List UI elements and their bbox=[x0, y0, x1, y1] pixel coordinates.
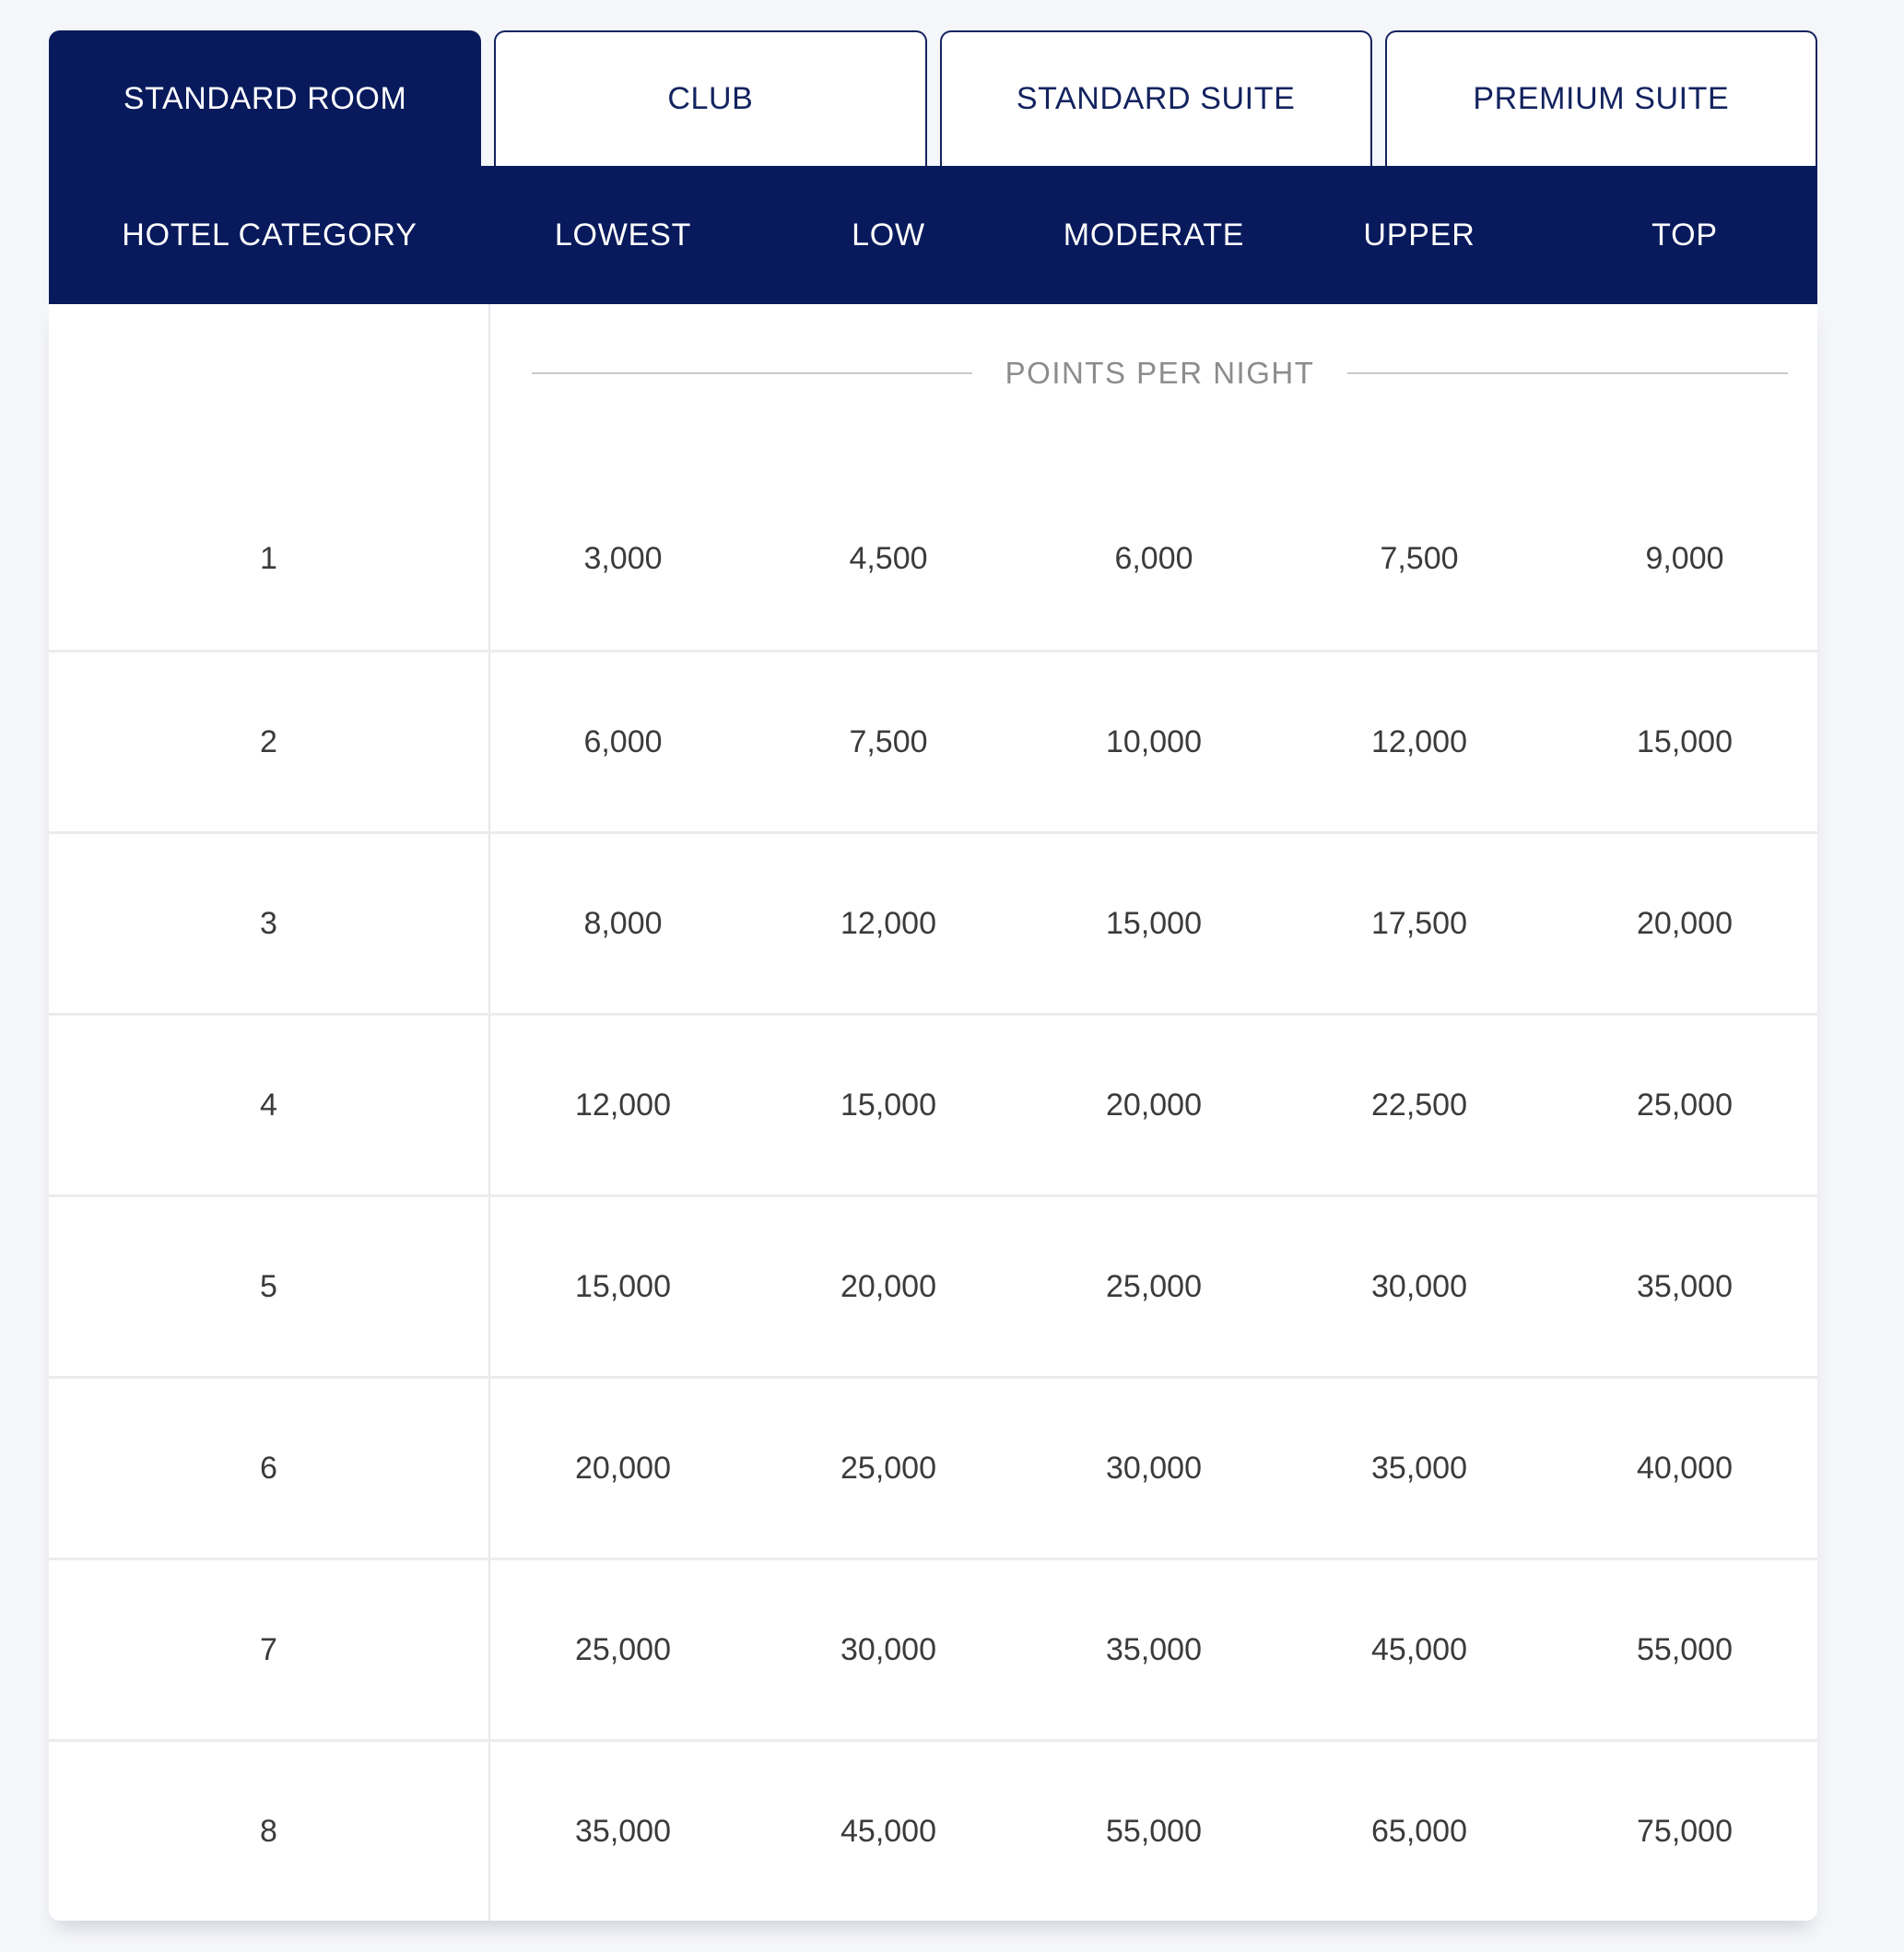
column-header-row: HOTEL CATEGORY LOWEST LOW MODERATE UPPER… bbox=[49, 166, 1817, 304]
table-row: 1 3,000 4,500 6,000 7,500 9,000 bbox=[49, 468, 1817, 650]
category-column-spacer bbox=[49, 304, 490, 468]
points-cell: 35,000 bbox=[1371, 1450, 1467, 1486]
rate-header-low: LOW bbox=[852, 217, 925, 253]
table-row: 7 25,000 30,000 35,000 45,000 55,000 bbox=[49, 1558, 1817, 1739]
category-cell: 8 bbox=[49, 1742, 490, 1921]
divider-line-right bbox=[1347, 372, 1789, 374]
points-cell: 65,000 bbox=[1371, 1813, 1467, 1849]
table-row: 6 20,000 25,000 30,000 35,000 40,000 bbox=[49, 1376, 1817, 1558]
points-per-night-row: POINTS PER NIGHT bbox=[49, 304, 1817, 468]
points-cell: 40,000 bbox=[1637, 1450, 1733, 1486]
category-cell: 2 bbox=[49, 653, 490, 831]
points-cell: 10,000 bbox=[1106, 723, 1202, 759]
points-cell: 30,000 bbox=[1106, 1450, 1202, 1486]
points-per-night-label: POINTS PER NIGHT bbox=[1005, 356, 1315, 390]
table-row: 8 35,000 45,000 55,000 65,000 75,000 bbox=[49, 1739, 1817, 1921]
points-cell: 75,000 bbox=[1637, 1813, 1733, 1849]
points-cell: 30,000 bbox=[1371, 1268, 1467, 1304]
table-row: 3 8,000 12,000 15,000 17,500 20,000 bbox=[49, 831, 1817, 1013]
points-per-night-header: POINTS PER NIGHT bbox=[490, 341, 1817, 406]
points-cell: 9,000 bbox=[1645, 541, 1724, 576]
points-cell: 45,000 bbox=[840, 1813, 936, 1849]
table-row: 2 6,000 7,500 10,000 12,000 15,000 bbox=[49, 650, 1817, 831]
points-cell: 55,000 bbox=[1106, 1813, 1202, 1849]
table-row: 5 15,000 20,000 25,000 30,000 35,000 bbox=[49, 1194, 1817, 1376]
category-cell: 5 bbox=[49, 1197, 490, 1376]
points-cell: 20,000 bbox=[840, 1268, 936, 1304]
points-cell: 12,000 bbox=[575, 1087, 671, 1123]
points-cell: 22,500 bbox=[1371, 1087, 1467, 1123]
points-cell: 12,000 bbox=[840, 905, 936, 941]
tab-standard-suite[interactable]: STANDARD SUITE bbox=[939, 30, 1372, 166]
tab-standard-room[interactable]: STANDARD ROOM bbox=[49, 30, 482, 166]
award-chart-widget: STANDARD ROOM CLUB STANDARD SUITE PREMIU… bbox=[49, 30, 1817, 1921]
points-cell: 20,000 bbox=[1106, 1087, 1202, 1123]
category-cell: 3 bbox=[49, 834, 490, 1013]
hotel-category-header: HOTEL CATEGORY bbox=[122, 217, 417, 253]
rate-header-top: TOP bbox=[1651, 217, 1718, 253]
points-cell: 15,000 bbox=[840, 1087, 936, 1123]
room-type-tabs: STANDARD ROOM CLUB STANDARD SUITE PREMIU… bbox=[49, 30, 1817, 166]
points-cell: 25,000 bbox=[1637, 1087, 1733, 1123]
points-cell: 35,000 bbox=[1106, 1631, 1202, 1667]
points-cell: 30,000 bbox=[840, 1631, 936, 1667]
points-cell: 4,500 bbox=[849, 541, 928, 576]
tab-club[interactable]: CLUB bbox=[494, 30, 927, 166]
points-cell: 7,500 bbox=[1380, 541, 1459, 576]
table-row: 4 12,000 15,000 20,000 22,500 25,000 bbox=[49, 1013, 1817, 1194]
points-table: POINTS PER NIGHT 1 3,000 4,500 6,000 7,5… bbox=[49, 304, 1817, 1921]
points-cell: 7,500 bbox=[849, 723, 928, 759]
points-cell: 3,000 bbox=[583, 541, 663, 576]
points-cell: 35,000 bbox=[1637, 1268, 1733, 1304]
points-cell: 15,000 bbox=[1106, 905, 1202, 941]
rate-header-lowest: LOWEST bbox=[554, 217, 692, 253]
points-cell: 35,000 bbox=[575, 1813, 671, 1849]
points-cell: 20,000 bbox=[575, 1450, 671, 1486]
points-cell: 55,000 bbox=[1637, 1631, 1733, 1667]
points-cell: 8,000 bbox=[583, 905, 663, 941]
points-cell: 15,000 bbox=[1637, 723, 1733, 759]
points-cell: 17,500 bbox=[1371, 905, 1467, 941]
points-cell: 25,000 bbox=[1106, 1268, 1202, 1304]
points-cell: 25,000 bbox=[575, 1631, 671, 1667]
rate-header-upper: UPPER bbox=[1363, 217, 1475, 253]
category-cell: 4 bbox=[49, 1016, 490, 1194]
points-cell: 25,000 bbox=[840, 1450, 936, 1486]
tab-premium-suite[interactable]: PREMIUM SUITE bbox=[1384, 30, 1817, 166]
points-cell: 20,000 bbox=[1637, 905, 1733, 941]
category-cell: 1 bbox=[49, 468, 490, 650]
rate-header-moderate: MODERATE bbox=[1063, 217, 1245, 253]
points-cell: 15,000 bbox=[575, 1268, 671, 1304]
points-cell: 6,000 bbox=[1114, 541, 1193, 576]
category-cell: 7 bbox=[49, 1560, 490, 1739]
points-cell: 6,000 bbox=[583, 723, 663, 759]
divider-line-left bbox=[532, 372, 972, 374]
points-cell: 12,000 bbox=[1371, 723, 1467, 759]
points-cell: 45,000 bbox=[1371, 1631, 1467, 1667]
category-cell: 6 bbox=[49, 1379, 490, 1558]
